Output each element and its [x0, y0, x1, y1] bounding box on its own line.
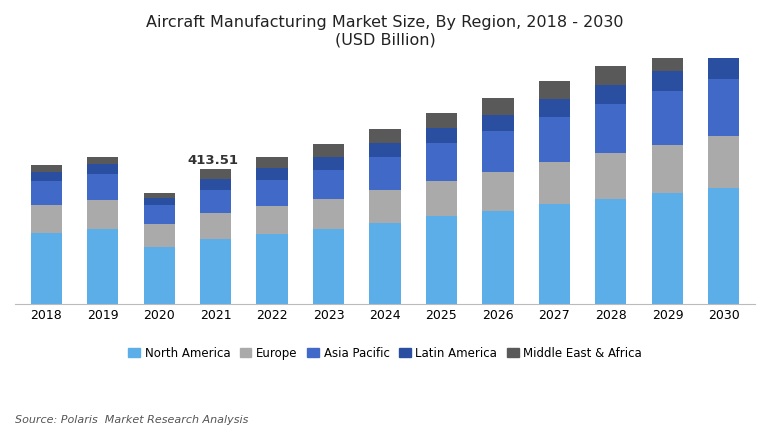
Bar: [595, 66, 627, 85]
Bar: [87, 157, 118, 164]
Bar: [426, 128, 457, 143]
Bar: [31, 181, 62, 205]
Bar: [595, 199, 627, 304]
Bar: [708, 56, 739, 79]
Bar: [708, 188, 739, 304]
Bar: [595, 85, 627, 104]
Bar: [595, 104, 627, 153]
Bar: [539, 99, 570, 117]
Bar: [483, 172, 514, 211]
Bar: [87, 164, 118, 174]
Bar: [87, 174, 118, 200]
Bar: [200, 239, 231, 304]
Bar: [595, 153, 627, 199]
Bar: [256, 169, 287, 180]
Bar: [426, 143, 457, 181]
Bar: [313, 199, 344, 230]
Bar: [87, 200, 118, 230]
Bar: [256, 180, 287, 206]
Bar: [256, 206, 287, 234]
Bar: [370, 143, 400, 157]
Bar: [652, 145, 683, 193]
Bar: [483, 98, 514, 115]
Bar: [143, 224, 175, 247]
Bar: [31, 233, 62, 304]
Bar: [483, 115, 514, 131]
Bar: [31, 172, 62, 181]
Bar: [539, 117, 570, 162]
Bar: [313, 170, 344, 199]
Bar: [708, 79, 739, 136]
Bar: [200, 169, 231, 179]
Bar: [652, 91, 683, 145]
Bar: [143, 247, 175, 304]
Bar: [31, 165, 62, 172]
Bar: [87, 230, 118, 304]
Bar: [256, 157, 287, 169]
Bar: [426, 113, 457, 128]
Bar: [539, 204, 570, 304]
Title: Aircraft Manufacturing Market Size, By Region, 2018 - 2030
(USD Billion): Aircraft Manufacturing Market Size, By R…: [146, 15, 624, 47]
Bar: [370, 190, 400, 223]
Text: 413.51: 413.51: [187, 154, 238, 166]
Bar: [31, 205, 62, 233]
Legend: North America, Europe, Asia Pacific, Latin America, Middle East & Africa: North America, Europe, Asia Pacific, Lat…: [123, 342, 647, 364]
Bar: [652, 50, 683, 71]
Bar: [483, 131, 514, 172]
Bar: [370, 129, 400, 143]
Bar: [652, 71, 683, 91]
Bar: [313, 157, 344, 170]
Bar: [143, 205, 175, 224]
Bar: [143, 198, 175, 205]
Text: Source: Polaris  Market Research Analysis: Source: Polaris Market Research Analysis: [15, 415, 249, 425]
Bar: [426, 216, 457, 304]
Bar: [652, 193, 683, 304]
Bar: [200, 190, 231, 213]
Bar: [370, 157, 400, 190]
Bar: [200, 213, 231, 239]
Bar: [539, 81, 570, 99]
Bar: [708, 34, 739, 56]
Bar: [426, 181, 457, 216]
Bar: [539, 162, 570, 204]
Bar: [200, 179, 231, 190]
Bar: [256, 234, 287, 304]
Bar: [708, 136, 739, 188]
Bar: [313, 230, 344, 304]
Bar: [143, 193, 175, 198]
Bar: [313, 145, 344, 157]
Bar: [483, 211, 514, 304]
Bar: [370, 223, 400, 304]
